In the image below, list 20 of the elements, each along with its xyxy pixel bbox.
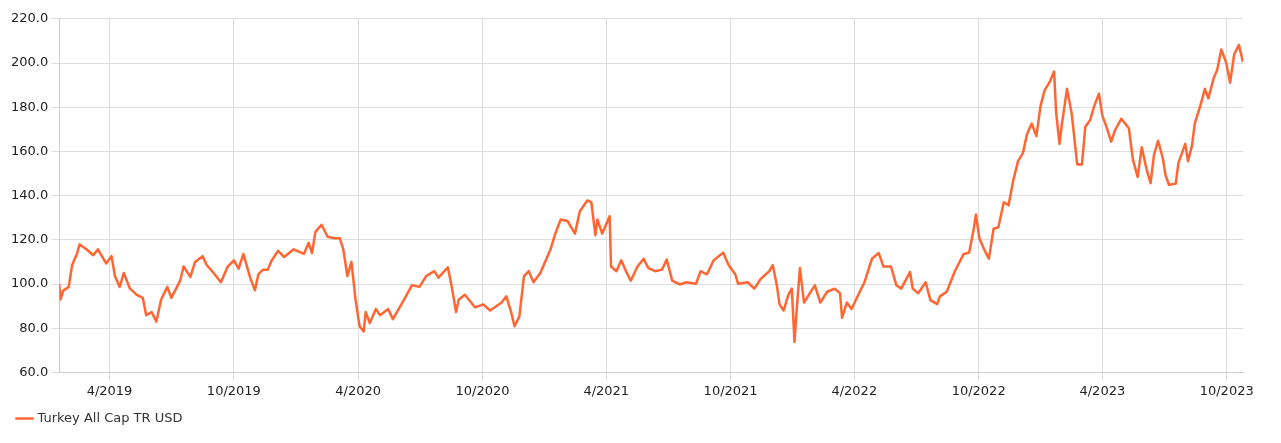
x-tick-label: 10/2019 — [206, 382, 261, 398]
y-tick-label: 100.0 — [11, 275, 49, 291]
x-tick-label: 4/2023 — [1079, 382, 1126, 398]
y-tick-label: 60.0 — [19, 363, 49, 379]
y-tick-label: 140.0 — [11, 186, 49, 202]
x-tick-label: 4/2021 — [583, 382, 630, 398]
y-tick-label: 220.0 — [11, 10, 49, 26]
y-tick-label: 180.0 — [11, 98, 49, 114]
x-tick-label: 10/2021 — [703, 382, 758, 398]
x-tick-label: 10/2022 — [951, 382, 1006, 398]
legend-label: Turkey All Cap TR USD — [36, 409, 183, 425]
x-tick-label: 4/2019 — [86, 382, 133, 398]
y-tick-label: 120.0 — [11, 231, 49, 247]
x-tick-label: 4/2020 — [335, 382, 382, 398]
x-tick-label: 10/2023 — [1199, 382, 1254, 398]
y-tick-label: 200.0 — [11, 54, 49, 70]
x-tick-label: 4/2022 — [831, 382, 878, 398]
y-tick-label: 80.0 — [19, 319, 49, 335]
y-tick-label: 160.0 — [11, 142, 49, 158]
x-tick-label: 10/2020 — [455, 382, 510, 398]
